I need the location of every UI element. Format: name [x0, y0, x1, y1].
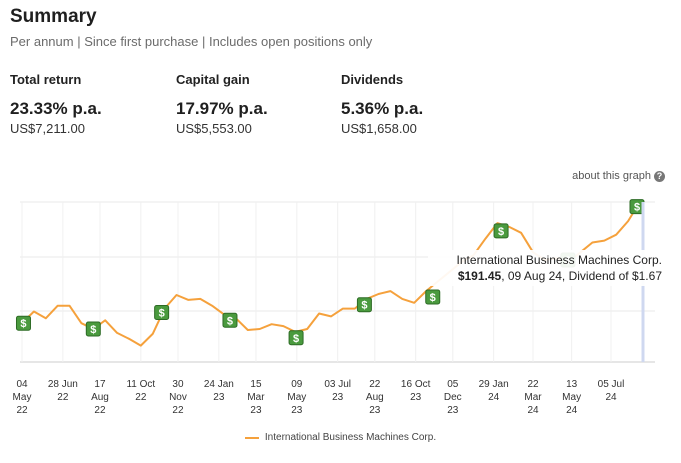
metric-percent: 23.33% p.a.: [10, 99, 102, 118]
dollar-icon[interactable]: [15, 315, 31, 331]
dividend-marker[interactable]: $: [629, 199, 645, 215]
x-tick-label: 30 Nov 22: [169, 379, 187, 416]
legend-label[interactable]: International Business Machines Corp.: [264, 432, 437, 443]
x-tick-label: 03 Jul 23: [324, 379, 351, 403]
dollar-icon-glyph: $: [430, 292, 436, 304]
dividend-markers[interactable]: $$$$$$$$$$: [15, 199, 645, 346]
dividend-marker[interactable]: $: [154, 305, 170, 320]
dividend-marker[interactable]: $: [493, 223, 509, 239]
tooltip-series: International Business Machines Corp.: [456, 253, 662, 267]
metric-total-return: Total return 23.33% p.a. US$7,211.00: [10, 72, 102, 136]
dollar-icon-glyph: $: [634, 202, 640, 214]
dollar-icon[interactable]: [85, 321, 101, 337]
question-icon[interactable]: ?: [654, 170, 665, 182]
dollar-icon[interactable]: [222, 312, 238, 328]
metric-dividends: Dividends 5.36% p.a. US$1,658.00: [341, 72, 423, 136]
dollar-icon[interactable]: [356, 297, 372, 313]
metric-amount: US$7,211.00: [10, 121, 85, 136]
x-tick-label: 13 May 24: [562, 379, 581, 416]
x-tick-label: 05 Dec 23: [444, 379, 462, 416]
x-tick-label: 28 Jun 22: [48, 379, 78, 403]
dividend-marker[interactable]: $: [288, 330, 304, 346]
x-tick-label: 17 Aug 22: [91, 379, 109, 416]
metric-percent: 17.97% p.a.: [176, 99, 268, 118]
x-tick-label: 11 Oct 22: [126, 379, 155, 403]
x-tick-label: 09 May 23: [287, 379, 306, 416]
x-tick-label: 04 May 22: [13, 379, 32, 416]
dividend-marker[interactable]: $: [356, 297, 372, 313]
dollar-icon-glyph: $: [90, 324, 96, 336]
x-tick-label: 16 Oct 23: [401, 379, 431, 403]
dividend-marker[interactable]: $: [222, 312, 238, 328]
x-tick-label: 22 Mar 24: [524, 379, 542, 416]
metric-amount: US$1,658.00: [341, 121, 417, 136]
x-tick-label: 22 Aug 23: [366, 379, 384, 416]
dividend-marker[interactable]: $: [85, 321, 101, 337]
dollar-icon[interactable]: [154, 305, 170, 320]
tooltip-price: $191.45: [457, 269, 502, 283]
dollar-icon-glyph: $: [293, 333, 299, 345]
dollar-icon[interactable]: [288, 330, 304, 346]
x-tick-label: 05 Jul 24: [598, 379, 625, 403]
tooltip-detail: , 09 Aug 24, Dividend of $1.67: [501, 269, 662, 283]
metric-amount: US$5,553.00: [176, 121, 252, 136]
chart-tooltip: International Business Machines Corp. $1…: [428, 250, 666, 286]
dollar-icon[interactable]: [425, 289, 441, 305]
metric-percent: 5.36% p.a.: [341, 99, 424, 118]
about-graph-link[interactable]: about this graph ?: [572, 170, 665, 182]
x-axis-ticks: 04 May 22 28 Jun 22 17 Aug 22 11 Oct 22 30 Nov 22 24 …: [13, 379, 625, 416]
dollar-icon-glyph: $: [227, 315, 233, 327]
dollar-icon-glyph: $: [498, 226, 504, 238]
dollar-icon[interactable]: [493, 223, 509, 239]
x-tick-label: 24 Jan 23: [204, 379, 234, 403]
x-tick-label: 29 Jan 24: [479, 379, 509, 403]
dollar-icon-glyph: $: [20, 318, 26, 330]
dividend-marker[interactable]: $: [15, 315, 31, 331]
dividend-marker[interactable]: $: [425, 289, 441, 305]
page-title: Summary: [10, 6, 97, 27]
x-tick-label: 15 Mar 23: [247, 379, 265, 416]
metric-capital-gain: Capital gain 17.97% p.a. US$5,553.00: [176, 72, 268, 136]
dollar-icon-glyph: $: [361, 300, 367, 312]
chart-legend[interactable]: International Business Machines Corp.: [0, 432, 681, 443]
metric-label: Total return: [10, 72, 82, 87]
metric-label: Dividends: [341, 72, 404, 87]
page-subtitle: Per annum | Since first purchase | Inclu…: [10, 34, 373, 49]
metric-label: Capital gain: [176, 72, 250, 87]
legend-swatch: [244, 436, 259, 439]
about-graph-label[interactable]: about this graph: [572, 170, 651, 182]
dollar-icon-glyph: $: [159, 308, 165, 320]
